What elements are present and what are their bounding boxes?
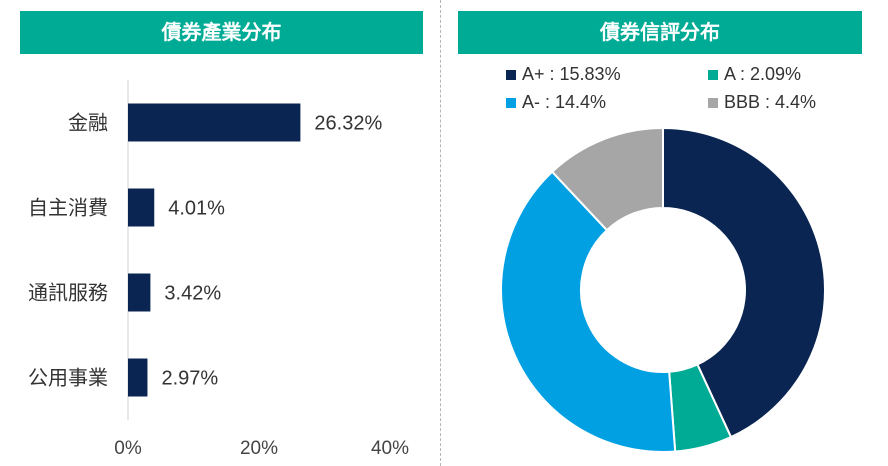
value-label: 26.32% [314, 113, 382, 135]
legend-swatch [708, 70, 718, 80]
legend-entry: A+ : 15.83% [522, 64, 621, 84]
value-label: 4.01% [168, 198, 225, 220]
legend-entry: BBB : 4.4% [724, 92, 816, 112]
x-tick-label: 40% [371, 438, 409, 459]
x-tick-label: 0% [114, 438, 142, 459]
bar-1 [128, 188, 155, 227]
value-label: 3.42% [164, 283, 221, 305]
industry-chart-title: 債券產業分布 [20, 11, 423, 54]
value-label: 2.97% [161, 368, 218, 390]
rating-chart-title: 債券信評分布 [458, 11, 862, 54]
legend-swatch [708, 98, 718, 108]
legend-swatch [506, 98, 516, 108]
category-label: 金融 [68, 111, 108, 135]
bar-3 [128, 358, 148, 397]
donut-slice-0 [662, 126, 826, 439]
legend-entry: A- : 14.4% [522, 92, 606, 112]
industry-bar-chart: 金融 26.32% 自主消費 4.01% 通訊服務 3.42% 公用事業 2.97% 0% 20… [28, 80, 409, 459]
legend-entry: A : 2.09% [724, 64, 801, 84]
donut-slice-3 [550, 126, 664, 232]
donut-slice-2 [500, 170, 677, 453]
category-label: 通訊服務 [28, 281, 108, 305]
donut-slice-1 [668, 363, 733, 453]
panel-divider [440, 0, 441, 466]
x-tick-label: 20% [240, 438, 278, 459]
category-label: 自主消費 [28, 196, 108, 220]
bar-2 [128, 273, 151, 312]
category-label: 公用事業 [28, 366, 108, 390]
bar-0 [128, 103, 301, 142]
legend-swatch [506, 70, 516, 80]
